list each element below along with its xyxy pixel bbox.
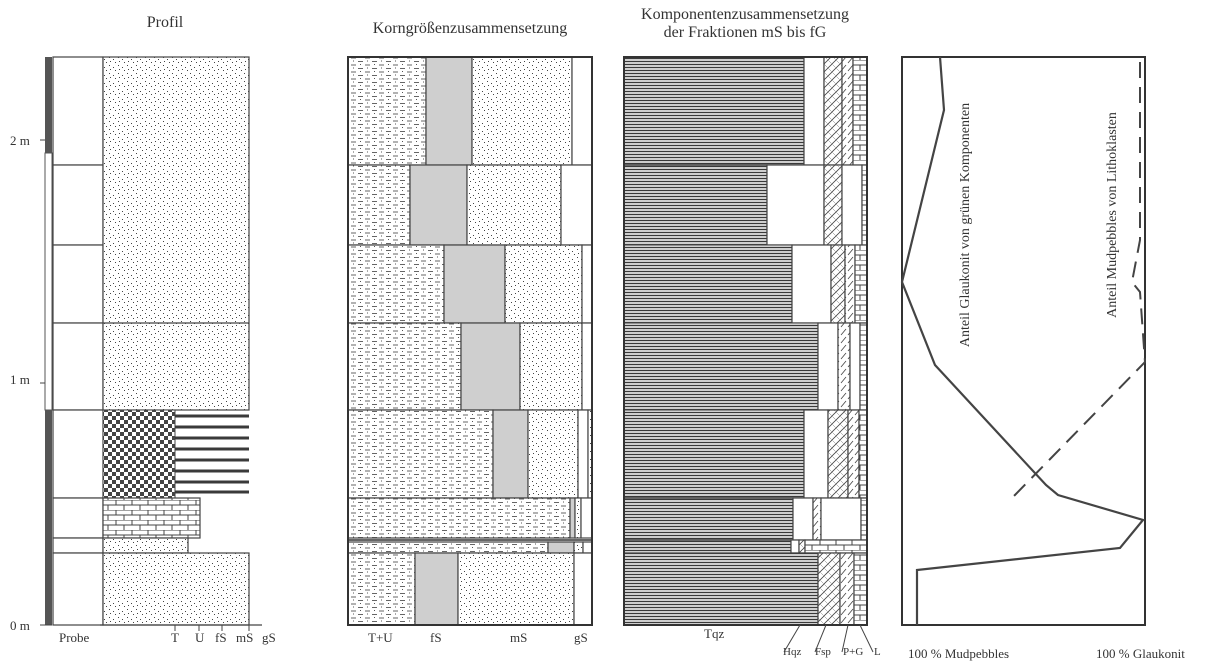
profil-axis-t: T [171, 630, 179, 645]
grain-size-column [347, 56, 593, 626]
profil-sand-upper [102, 56, 250, 411]
curve-axis-glaukonit: 100 % Glaukonit [1096, 646, 1185, 661]
component-column [623, 56, 868, 626]
profil-mudstone-f4 [102, 409, 176, 499]
component-leader-lines [783, 624, 874, 653]
profil-clay-bands-f4 [175, 414, 249, 494]
grain-axis-gs: gS [574, 630, 588, 645]
comp-axis-tqz: Tqz [704, 626, 725, 641]
grain-axis-tu: T+U [368, 630, 393, 645]
mudpebbles-curve-dashed [1011, 62, 1147, 499]
comp-axis-pg: P+G [843, 646, 864, 658]
profil-axis-ms: mS [236, 630, 254, 645]
grain-axis-ms: mS [510, 630, 528, 645]
scale-label-0m: 0 m [10, 618, 30, 633]
title-components-1: Komponentenzusammensetzung [641, 6, 849, 23]
profil-axis-probe: Probe [59, 630, 90, 645]
profil-axis-u: U [195, 630, 205, 645]
title-components-2: der Fraktionen mS bis fG [663, 24, 827, 41]
profil-axis-gs: gS [262, 630, 276, 645]
grain-axis-fs: fS [430, 630, 442, 645]
curve-axis-mudpebbles: 100 % Mudpebbles [908, 646, 1010, 661]
glaukonit-curve [900, 56, 1145, 625]
curve-panel-frame [901, 56, 1146, 626]
title-grain-size: Korngrößenzusammensetzung [372, 20, 568, 37]
scale-bar-black-lower [45, 410, 52, 625]
comp-axis-hqz: Hqz [783, 646, 802, 658]
comp-axis-fsp: Fsp [815, 646, 831, 658]
profil-limestone-f3 [102, 497, 201, 539]
scale-bar-black-upper [45, 57, 52, 153]
title-profil: Profil [146, 14, 184, 31]
scale-label-2m: 2 m [10, 133, 30, 148]
profil-f2 [102, 537, 189, 554]
scale-label-1m: 1 m [10, 372, 30, 387]
profil-axis-fs: fS [215, 630, 227, 645]
profil-sand-f1 [102, 552, 250, 626]
sample-boxes [52, 56, 104, 626]
scale-bar-white-middle [44, 152, 53, 411]
comp-axis-l: L [874, 646, 881, 658]
